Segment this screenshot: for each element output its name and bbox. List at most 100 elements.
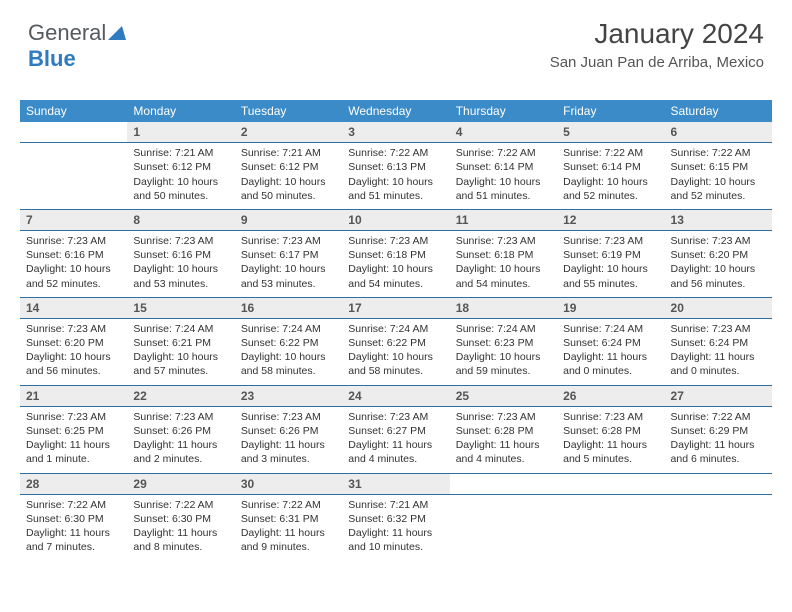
- day-cell: [557, 494, 664, 560]
- day-cell: Sunrise: 7:23 AMSunset: 6:27 PMDaylight:…: [342, 406, 449, 473]
- day-cell-line: Sunrise: 7:21 AM: [133, 146, 228, 160]
- day-cell-line: Sunrise: 7:23 AM: [133, 234, 228, 248]
- day-cell-line: Daylight: 11 hours: [563, 350, 658, 364]
- day-number: 21: [20, 385, 127, 406]
- day-cell-line: Daylight: 10 hours: [26, 350, 121, 364]
- day-cell-line: Sunset: 6:28 PM: [456, 424, 551, 438]
- day-number: [450, 473, 557, 494]
- day-cell: Sunrise: 7:24 AMSunset: 6:22 PMDaylight:…: [342, 318, 449, 385]
- day-cell-line: Sunrise: 7:21 AM: [241, 146, 336, 160]
- day-cell-line: Daylight: 10 hours: [348, 175, 443, 189]
- day-number: 28: [20, 473, 127, 494]
- day-cell-line: Sunset: 6:13 PM: [348, 160, 443, 174]
- day-cell: Sunrise: 7:21 AMSunset: 6:32 PMDaylight:…: [342, 494, 449, 560]
- day-cell-line: Daylight: 10 hours: [671, 262, 766, 276]
- day-cell: Sunrise: 7:22 AMSunset: 6:13 PMDaylight:…: [342, 143, 449, 210]
- day-cell-line: and 59 minutes.: [456, 364, 551, 378]
- day-cell-line: Sunset: 6:26 PM: [241, 424, 336, 438]
- day-number: 31: [342, 473, 449, 494]
- day-cell-line: Daylight: 11 hours: [133, 438, 228, 452]
- day-cell-line: Sunrise: 7:22 AM: [456, 146, 551, 160]
- day-cell: Sunrise: 7:23 AMSunset: 6:20 PMDaylight:…: [20, 318, 127, 385]
- day-cell-line: and 4 minutes.: [456, 452, 551, 466]
- day-cell-line: Daylight: 10 hours: [456, 350, 551, 364]
- day-number: 16: [235, 297, 342, 318]
- day-number: 2: [235, 122, 342, 143]
- day-cell-line: Daylight: 11 hours: [671, 350, 766, 364]
- day-cell: Sunrise: 7:24 AMSunset: 6:21 PMDaylight:…: [127, 318, 234, 385]
- daynum-row: 28293031: [20, 473, 772, 494]
- day-cell: Sunrise: 7:23 AMSunset: 6:20 PMDaylight:…: [665, 231, 772, 298]
- day-cell-line: Sunset: 6:24 PM: [671, 336, 766, 350]
- day-header: Thursday: [450, 100, 557, 122]
- calendar-body: 123456Sunrise: 7:21 AMSunset: 6:12 PMDay…: [20, 122, 772, 560]
- day-cell-line: Sunrise: 7:23 AM: [348, 234, 443, 248]
- day-cell-line: Daylight: 11 hours: [671, 438, 766, 452]
- day-cell-line: Sunrise: 7:22 AM: [563, 146, 658, 160]
- day-number: 26: [557, 385, 664, 406]
- day-cell-line: Sunset: 6:14 PM: [456, 160, 551, 174]
- day-cell-line: Sunset: 6:30 PM: [26, 512, 121, 526]
- day-number: [20, 122, 127, 143]
- day-cell-line: Daylight: 10 hours: [348, 350, 443, 364]
- day-cell: Sunrise: 7:23 AMSunset: 6:16 PMDaylight:…: [127, 231, 234, 298]
- day-cell-line: Sunrise: 7:23 AM: [241, 234, 336, 248]
- day-cell-line: Daylight: 10 hours: [241, 262, 336, 276]
- day-cell: Sunrise: 7:23 AMSunset: 6:26 PMDaylight:…: [235, 406, 342, 473]
- day-number: 8: [127, 209, 234, 230]
- day-cell-line: Daylight: 10 hours: [133, 262, 228, 276]
- day-cell-line: Daylight: 10 hours: [456, 262, 551, 276]
- content-row: Sunrise: 7:21 AMSunset: 6:12 PMDaylight:…: [20, 143, 772, 210]
- day-cell-line: Daylight: 11 hours: [26, 438, 121, 452]
- day-cell-line: and 5 minutes.: [563, 452, 658, 466]
- day-number: 29: [127, 473, 234, 494]
- day-cell-line: and 6 minutes.: [671, 452, 766, 466]
- day-cell-line: Sunrise: 7:23 AM: [671, 234, 766, 248]
- day-cell: Sunrise: 7:23 AMSunset: 6:24 PMDaylight:…: [665, 318, 772, 385]
- day-cell: Sunrise: 7:23 AMSunset: 6:18 PMDaylight:…: [342, 231, 449, 298]
- day-number: 17: [342, 297, 449, 318]
- day-number: [665, 473, 772, 494]
- day-cell-line: and 1 minute.: [26, 452, 121, 466]
- day-cell-line: and 50 minutes.: [241, 189, 336, 203]
- day-number: 14: [20, 297, 127, 318]
- day-cell: Sunrise: 7:23 AMSunset: 6:28 PMDaylight:…: [557, 406, 664, 473]
- day-cell-line: Daylight: 10 hours: [671, 175, 766, 189]
- day-cell: [20, 143, 127, 210]
- day-cell-line: Sunset: 6:19 PM: [563, 248, 658, 262]
- day-cell: Sunrise: 7:23 AMSunset: 6:16 PMDaylight:…: [20, 231, 127, 298]
- day-cell-line: Sunrise: 7:24 AM: [241, 322, 336, 336]
- day-cell-line: and 50 minutes.: [133, 189, 228, 203]
- day-cell-line: Sunset: 6:18 PM: [348, 248, 443, 262]
- daynum-row: 123456: [20, 122, 772, 143]
- day-cell: Sunrise: 7:23 AMSunset: 6:25 PMDaylight:…: [20, 406, 127, 473]
- day-header: Tuesday: [235, 100, 342, 122]
- day-cell-line: and 8 minutes.: [133, 540, 228, 554]
- day-cell-line: and 52 minutes.: [671, 189, 766, 203]
- day-cell-line: Sunset: 6:25 PM: [26, 424, 121, 438]
- day-cell-line: Daylight: 11 hours: [348, 438, 443, 452]
- day-cell-line: and 51 minutes.: [348, 189, 443, 203]
- day-cell-line: Sunrise: 7:24 AM: [133, 322, 228, 336]
- day-cell: [450, 494, 557, 560]
- day-cell-line: Sunset: 6:22 PM: [348, 336, 443, 350]
- day-cell-line: Sunrise: 7:23 AM: [456, 234, 551, 248]
- day-cell: Sunrise: 7:22 AMSunset: 6:14 PMDaylight:…: [450, 143, 557, 210]
- day-cell-line: Sunset: 6:14 PM: [563, 160, 658, 174]
- day-cell: Sunrise: 7:21 AMSunset: 6:12 PMDaylight:…: [127, 143, 234, 210]
- day-cell-line: Daylight: 11 hours: [456, 438, 551, 452]
- day-cell: Sunrise: 7:24 AMSunset: 6:23 PMDaylight:…: [450, 318, 557, 385]
- day-cell-line: Daylight: 10 hours: [133, 350, 228, 364]
- day-cell-line: Daylight: 11 hours: [563, 438, 658, 452]
- day-number: 11: [450, 209, 557, 230]
- daynum-row: 14151617181920: [20, 297, 772, 318]
- day-cell-line: and 56 minutes.: [26, 364, 121, 378]
- day-cell: Sunrise: 7:23 AMSunset: 6:28 PMDaylight:…: [450, 406, 557, 473]
- day-cell-line: and 56 minutes.: [671, 277, 766, 291]
- day-number: 3: [342, 122, 449, 143]
- day-cell-line: and 9 minutes.: [241, 540, 336, 554]
- day-cell-line: and 4 minutes.: [348, 452, 443, 466]
- day-cell-line: Sunset: 6:30 PM: [133, 512, 228, 526]
- day-cell-line: Sunrise: 7:22 AM: [241, 498, 336, 512]
- location-text: San Juan Pan de Arriba, Mexico: [550, 54, 764, 71]
